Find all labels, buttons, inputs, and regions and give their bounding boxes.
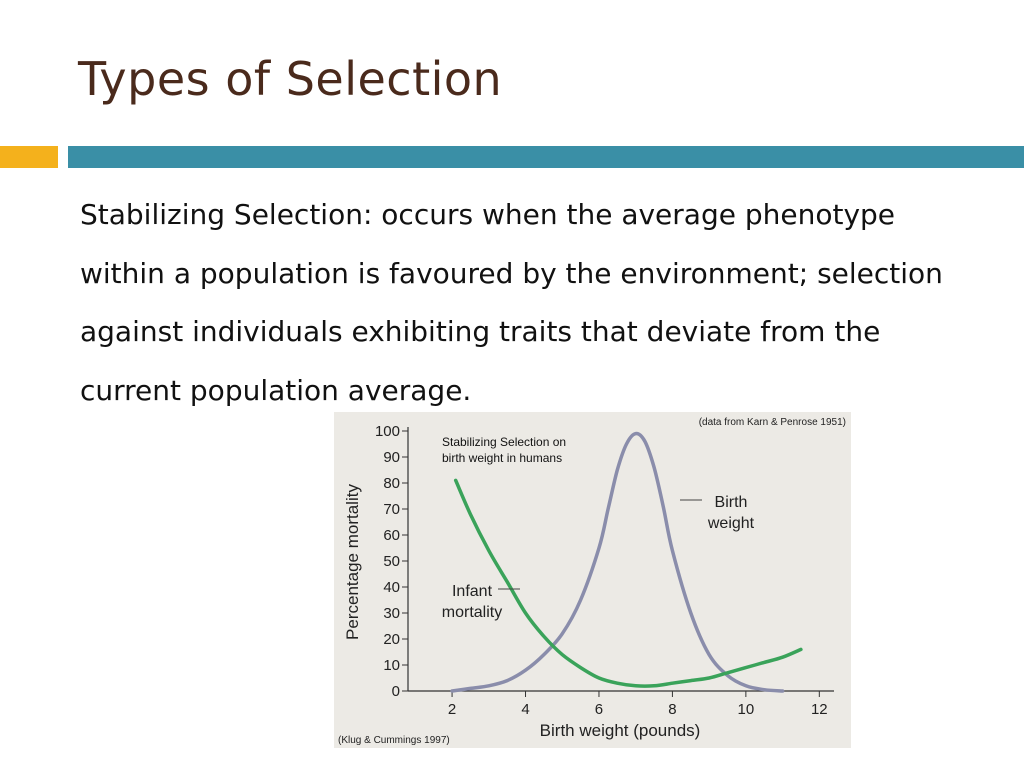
y-tick-label: 10	[383, 657, 400, 674]
y-tick-label: 40	[383, 579, 400, 596]
x-axis-label: Birth weight (pounds)	[540, 721, 701, 740]
y-tick-label: 70	[383, 501, 400, 518]
x-tick-label: 4	[521, 701, 529, 718]
x-tick-label: 2	[448, 701, 456, 718]
chart-title-line-2: birth weight in humans	[442, 451, 562, 465]
source-bottom-note: (Klug & Cummings 1997)	[338, 735, 450, 746]
x-tick-label: 8	[668, 701, 676, 718]
birth-weight-series-label-2: weight	[707, 515, 755, 532]
y-tick-label: 90	[383, 449, 400, 466]
x-tick-label: 12	[811, 701, 828, 718]
y-tick-label: 30	[383, 605, 400, 622]
slide-title: Types of Selection	[78, 52, 503, 106]
chart-figure: 0 10 20 30 40 50 60 70 80 90 100 2 4 6 8 10 12 Stabiliz…	[334, 412, 851, 748]
y-tick-label: 20	[383, 631, 400, 648]
y-tick-label: 50	[383, 553, 400, 570]
birth-weight-line	[450, 431, 785, 693]
infant-mortality-series-label-1: Infant	[452, 583, 493, 600]
accent-bar-teal	[68, 146, 1024, 168]
y-axis-label: Percentage mortality	[343, 484, 362, 640]
infant-mortality-series-label-2: mortality	[442, 604, 502, 621]
y-tick-label: 80	[383, 475, 400, 492]
accent-bar-orange	[0, 146, 58, 168]
x-tick-label: 10	[738, 701, 755, 718]
infant-mortality-line	[453, 478, 803, 688]
y-tick-label: 60	[383, 527, 400, 544]
chart-title-line-1: Stabilizing Selection on	[442, 435, 566, 449]
y-tick-label: 0	[392, 683, 400, 700]
y-tick-label: 100	[375, 423, 400, 440]
source-top-note: (data from Karn & Penrose 1951)	[699, 417, 846, 428]
slide-body-text: Stabilizing Selection: occurs when the a…	[80, 198, 943, 407]
x-tick-label: 6	[595, 701, 603, 718]
mortality-chart: 0 10 20 30 40 50 60 70 80 90 100 2 4 6 8 10 12 Stabiliz…	[338, 417, 846, 746]
birth-weight-series-label-1: Birth	[715, 494, 748, 511]
